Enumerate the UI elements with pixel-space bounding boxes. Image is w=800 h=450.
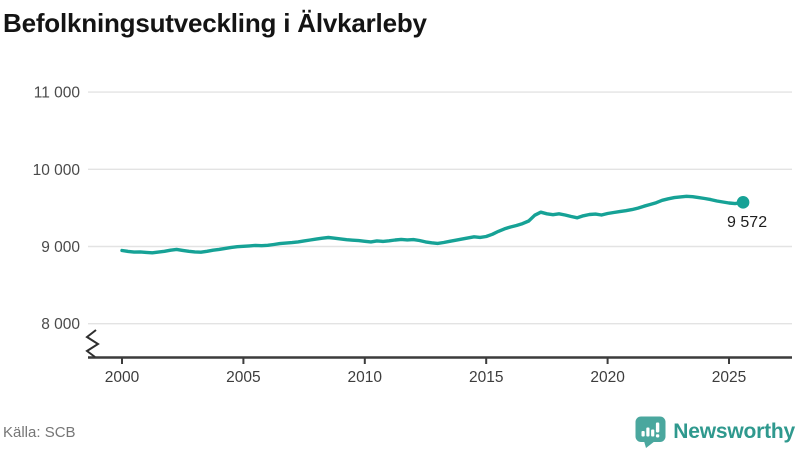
page-title: Befolkningsutveckling i Älvkarleby — [3, 8, 427, 38]
newsworthy-bubble-chart-icon — [635, 416, 666, 448]
y-axis-tick-label: 10 000 — [33, 162, 81, 179]
source-note: Källa: SCB — [3, 424, 76, 441]
x-axis-tick-label: 2025 — [712, 369, 746, 386]
x-axis-tick-label: 2010 — [348, 369, 383, 386]
x-axis-tick-label: 2000 — [105, 369, 140, 386]
y-axis-tick-label: 9 000 — [41, 239, 80, 256]
x-axis-tick-label: 2020 — [590, 369, 625, 386]
end-value-label: 9 572 — [727, 214, 767, 231]
end-point-marker — [736, 196, 750, 209]
x-axis-tick-label: 2005 — [226, 369, 260, 386]
x-axis-tick-label: 2015 — [469, 369, 503, 386]
newsworthy-logo-text: Newsworthy — [673, 420, 795, 443]
population-line — [120, 194, 745, 255]
y-axis-tick-label: 8 000 — [41, 316, 80, 333]
newsworthy-logo[interactable]: Newsworthy — [635, 416, 795, 448]
axis-break-icon — [85, 329, 100, 358]
y-axis-tick-label: 11 000 — [34, 85, 81, 102]
